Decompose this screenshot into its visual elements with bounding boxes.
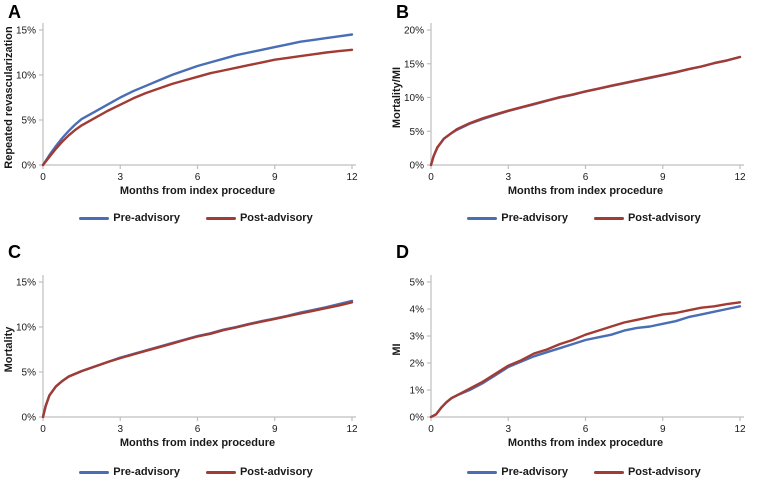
pre-advisory-line-swatch — [79, 470, 110, 474]
panel-a: A 0% 5% 10% 15% 0 3 6 9 12 Months from index proc… — [0, 0, 388, 240]
x-axis-title: Months from index procedure — [120, 185, 275, 197]
x-axis-title: Months from index procedure — [508, 185, 663, 197]
pre-advisory-curve — [429, 55, 742, 167]
legend-label-post-advisory: Post-advisory — [627, 212, 701, 224]
legend-item-pre-advisory: Pre-advisory — [467, 212, 568, 224]
y-tick-label: 3% — [410, 332, 425, 343]
y-axis-title: MI — [391, 343, 403, 355]
x-tick-label: 3 — [117, 424, 123, 435]
y-axis-title: Repeated revascularization — [3, 26, 15, 169]
pre-advisory-curve — [41, 33, 354, 167]
legend-label-pre-advisory: Pre-advisory — [501, 212, 568, 224]
post-advisory-line-swatch — [205, 216, 236, 220]
post-advisory-line-swatch — [593, 470, 624, 474]
legend-label-post-advisory: Post-advisory — [627, 466, 701, 478]
panel-d: D 0% 1% 2% 3% 4% 5% 0 3 6 9 12 Months from index pr… — [388, 240, 776, 483]
legend-b: Pre-advisory Post-advisory — [428, 212, 740, 224]
legend-label-pre-advisory: Pre-advisory — [501, 466, 568, 478]
legend-c: Pre-advisory Post-advisory — [40, 466, 352, 478]
x-tick-label: 9 — [272, 424, 278, 435]
chart-mi: 0% 1% 2% 3% 4% 5% 0 3 6 9 12 Months from index proc… — [391, 275, 746, 449]
post-advisory-curve — [41, 301, 354, 419]
x-tick-label: 3 — [505, 172, 511, 183]
x-axis-title: Months from index procedure — [508, 437, 663, 449]
panel-c: C 0% 5% 10% 15% 0 3 6 9 12 Months from index proc… — [0, 240, 388, 483]
y-tick-label: 15% — [16, 26, 36, 37]
panel-c-label: C — [8, 242, 22, 262]
x-tick-label: 6 — [195, 172, 201, 183]
legend-item-post-advisory: Post-advisory — [205, 212, 313, 224]
x-tick-label: 6 — [583, 172, 589, 183]
pre-advisory-line-swatch — [79, 216, 110, 220]
x-tick-label: 9 — [660, 172, 666, 183]
y-tick-label: 5% — [410, 127, 425, 138]
x-tick-label: 12 — [346, 424, 358, 435]
x-tick-label: 0 — [40, 172, 46, 183]
legend-item-post-advisory: Post-advisory — [593, 466, 701, 478]
post-advisory-line-swatch — [205, 470, 236, 474]
chart-repeated-revascularization: 0% 5% 10% 15% 0 3 6 9 12 Months from index proced… — [3, 23, 358, 197]
panel-a-label: A — [8, 2, 22, 22]
x-tick-label: 3 — [117, 172, 123, 183]
y-tick-label: 5% — [410, 278, 425, 289]
y-tick-label: 2% — [410, 359, 425, 370]
panel-b-label: B — [396, 2, 410, 22]
panel-d-label: D — [396, 242, 410, 262]
pre-advisory-line-swatch — [467, 216, 498, 220]
y-tick-label: 15% — [404, 59, 424, 70]
x-tick-label: 12 — [734, 424, 746, 435]
y-tick-label: 1% — [410, 386, 425, 397]
post-advisory-curve — [429, 55, 742, 167]
x-tick-label: 0 — [428, 172, 434, 183]
legend-a: Pre-advisory Post-advisory — [40, 212, 352, 224]
chart-mortality-mi: 0% 5% 10% 15% 20% 0 3 6 9 12 Months from index pro… — [391, 23, 746, 197]
y-tick-label: 0% — [22, 413, 37, 424]
x-tick-label: 6 — [583, 424, 589, 435]
legend-label-post-advisory: Post-advisory — [239, 466, 313, 478]
x-tick-label: 0 — [428, 424, 434, 435]
legend-d: Pre-advisory Post-advisory — [428, 466, 740, 478]
y-tick-label: 4% — [410, 305, 425, 316]
x-tick-label: 9 — [272, 172, 278, 183]
x-tick-label: 0 — [40, 424, 46, 435]
y-tick-label: 0% — [22, 161, 37, 172]
x-tick-label: 9 — [660, 424, 666, 435]
legend-item-pre-advisory: Pre-advisory — [79, 466, 180, 478]
chart-mortality: 0% 5% 10% 15% 0 3 6 9 12 Months from index proced… — [3, 275, 358, 449]
y-axis-title: Mortality/MI — [391, 67, 403, 128]
y-tick-label: 5% — [22, 368, 37, 379]
y-tick-label: 0% — [410, 413, 425, 424]
y-tick-label: 10% — [404, 93, 424, 104]
legend-item-pre-advisory: Pre-advisory — [467, 466, 568, 478]
post-advisory-curve — [41, 48, 354, 167]
panel-b: B 0% 5% 10% 15% 20% 0 3 6 9 12 Months from index p… — [388, 0, 776, 240]
legend-item-post-advisory: Post-advisory — [593, 212, 701, 224]
x-axis-title: Months from index procedure — [120, 437, 275, 449]
y-tick-label: 0% — [410, 161, 425, 172]
legend-label-pre-advisory: Pre-advisory — [113, 466, 180, 478]
y-axis-title: Mortality — [3, 326, 15, 373]
x-tick-label: 12 — [734, 172, 746, 183]
y-tick-label: 5% — [22, 116, 37, 127]
post-advisory-line-swatch — [593, 216, 624, 220]
y-tick-label: 10% — [16, 323, 36, 334]
x-tick-label: 6 — [195, 424, 201, 435]
pre-advisory-curve — [429, 305, 742, 419]
pre-advisory-line-swatch — [467, 470, 498, 474]
y-tick-label: 15% — [16, 278, 36, 289]
legend-label-pre-advisory: Pre-advisory — [113, 212, 180, 224]
y-tick-label: 10% — [16, 71, 36, 82]
legend-label-post-advisory: Post-advisory — [239, 212, 313, 224]
post-advisory-curve — [429, 301, 742, 419]
pre-advisory-curve — [41, 299, 354, 419]
legend-item-pre-advisory: Pre-advisory — [79, 212, 180, 224]
x-tick-label: 3 — [505, 424, 511, 435]
y-tick-label: 20% — [404, 26, 424, 37]
x-tick-label: 12 — [346, 172, 358, 183]
legend-item-post-advisory: Post-advisory — [205, 466, 313, 478]
